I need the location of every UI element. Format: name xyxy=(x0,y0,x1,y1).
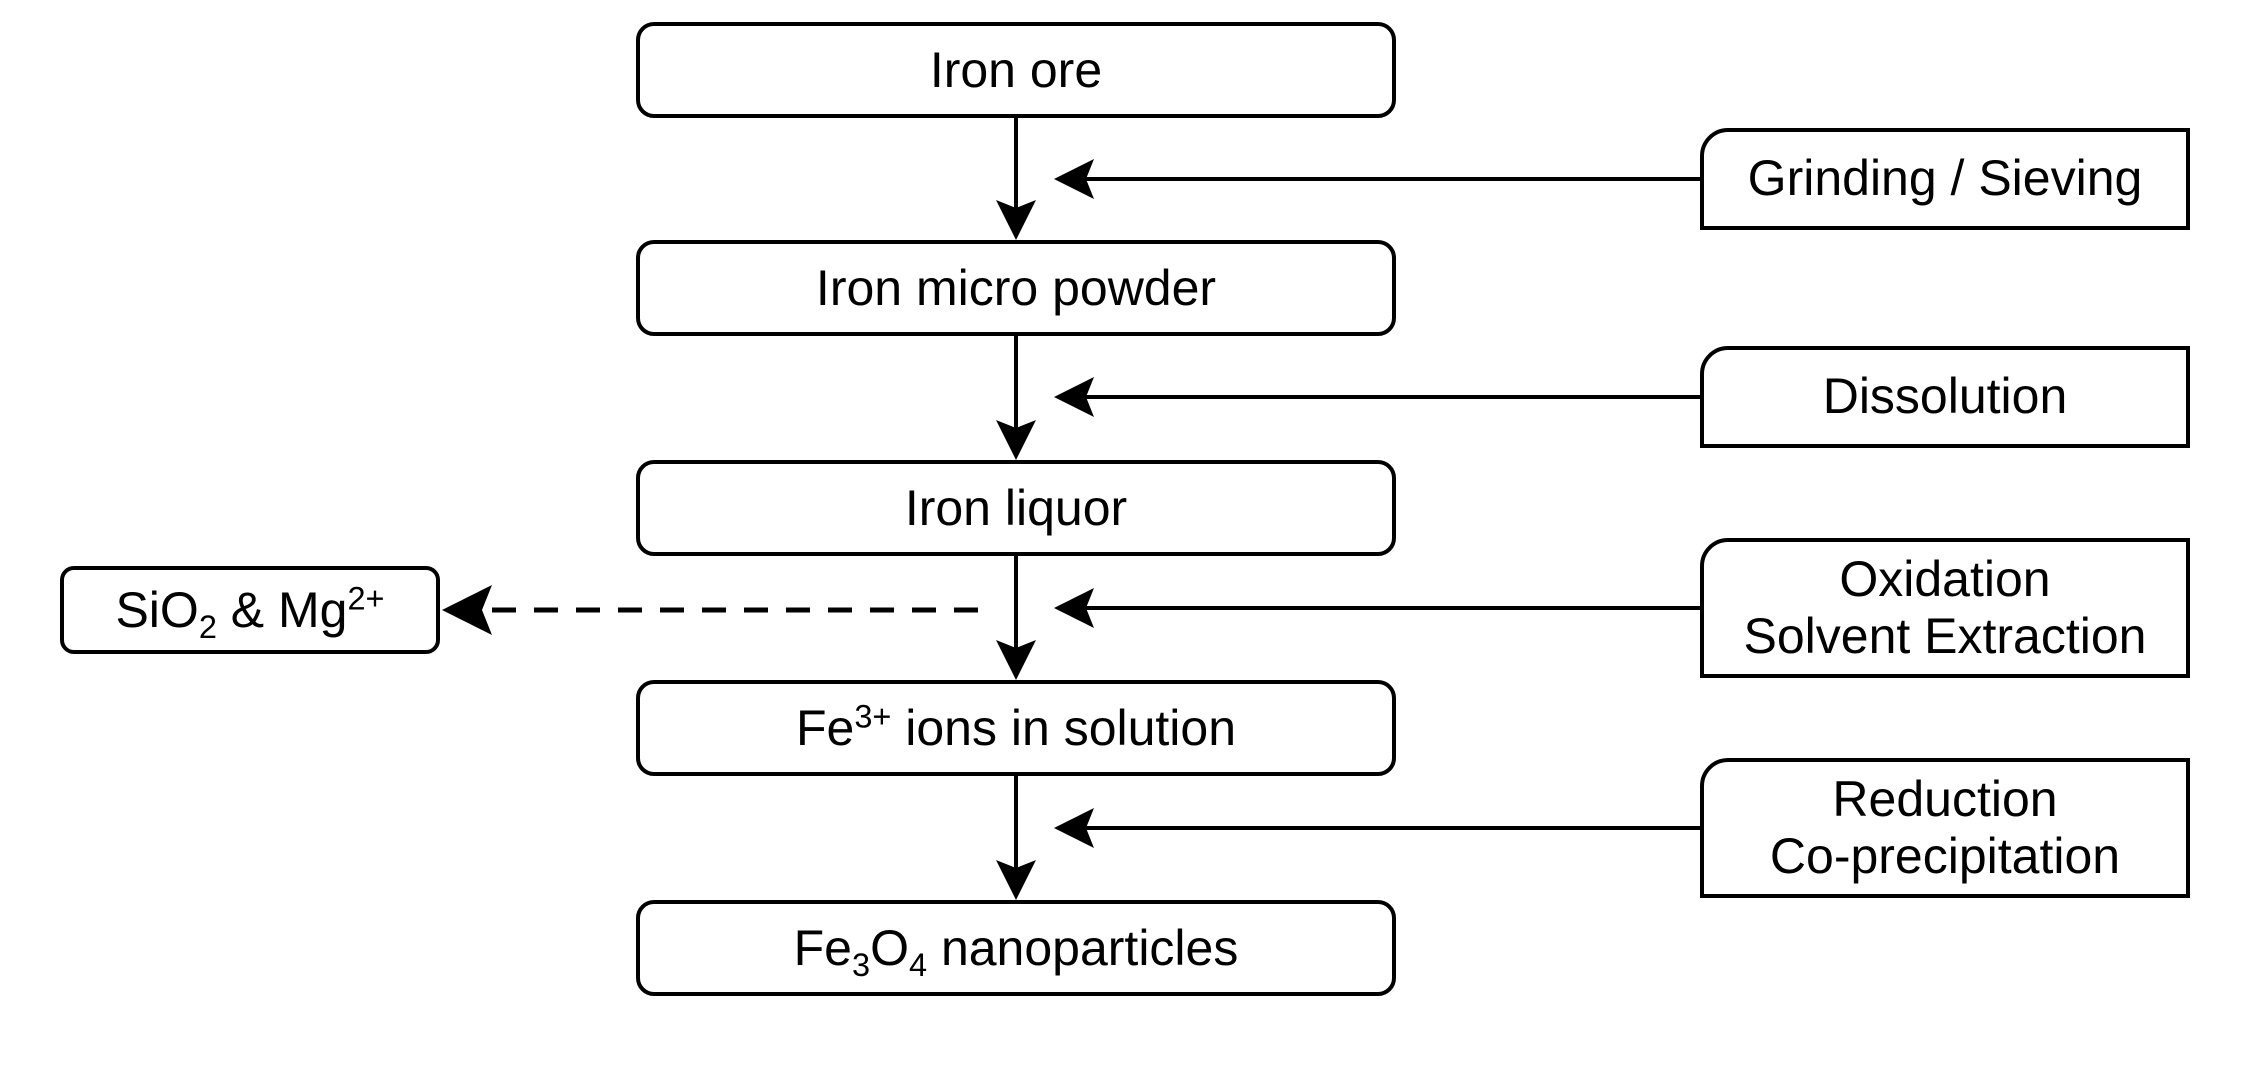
step-label: Grinding / Sieving xyxy=(1748,150,2143,208)
process-label: Fe3O4 nanoparticles xyxy=(794,919,1239,977)
process-iron-liquor: Iron liquor xyxy=(636,460,1396,556)
process-iron-micro-powder: Iron micro powder xyxy=(636,240,1396,336)
process-fe3plus-ions: Fe3+ ions in solution xyxy=(636,680,1396,776)
step-grinding-sieving: Grinding / Sieving xyxy=(1700,128,2190,230)
step-label: Reduction Co-precipitation xyxy=(1770,771,2120,886)
step-oxidation-solvent-extraction: Oxidation Solvent Extraction xyxy=(1700,538,2190,678)
process-label: Iron ore xyxy=(930,41,1102,99)
step-label: Oxidation Solvent Extraction xyxy=(1744,551,2147,666)
flowchart-stage: Iron ore Iron micro powder Iron liquor F… xyxy=(0,0,2260,1083)
process-fe3o4-nanoparticles: Fe3O4 nanoparticles xyxy=(636,900,1396,996)
step-reduction-coprecipitation: Reduction Co-precipitation xyxy=(1700,758,2190,898)
byproduct-label: SiO2 & Mg2+ xyxy=(115,581,384,639)
process-iron-ore: Iron ore xyxy=(636,22,1396,118)
step-label: Dissolution xyxy=(1823,368,2068,426)
process-label: Iron liquor xyxy=(905,479,1127,537)
step-dissolution: Dissolution xyxy=(1700,346,2190,448)
process-label: Iron micro powder xyxy=(816,259,1216,317)
byproduct-sio2-mg: SiO2 & Mg2+ xyxy=(60,566,440,654)
process-label: Fe3+ ions in solution xyxy=(796,699,1236,757)
